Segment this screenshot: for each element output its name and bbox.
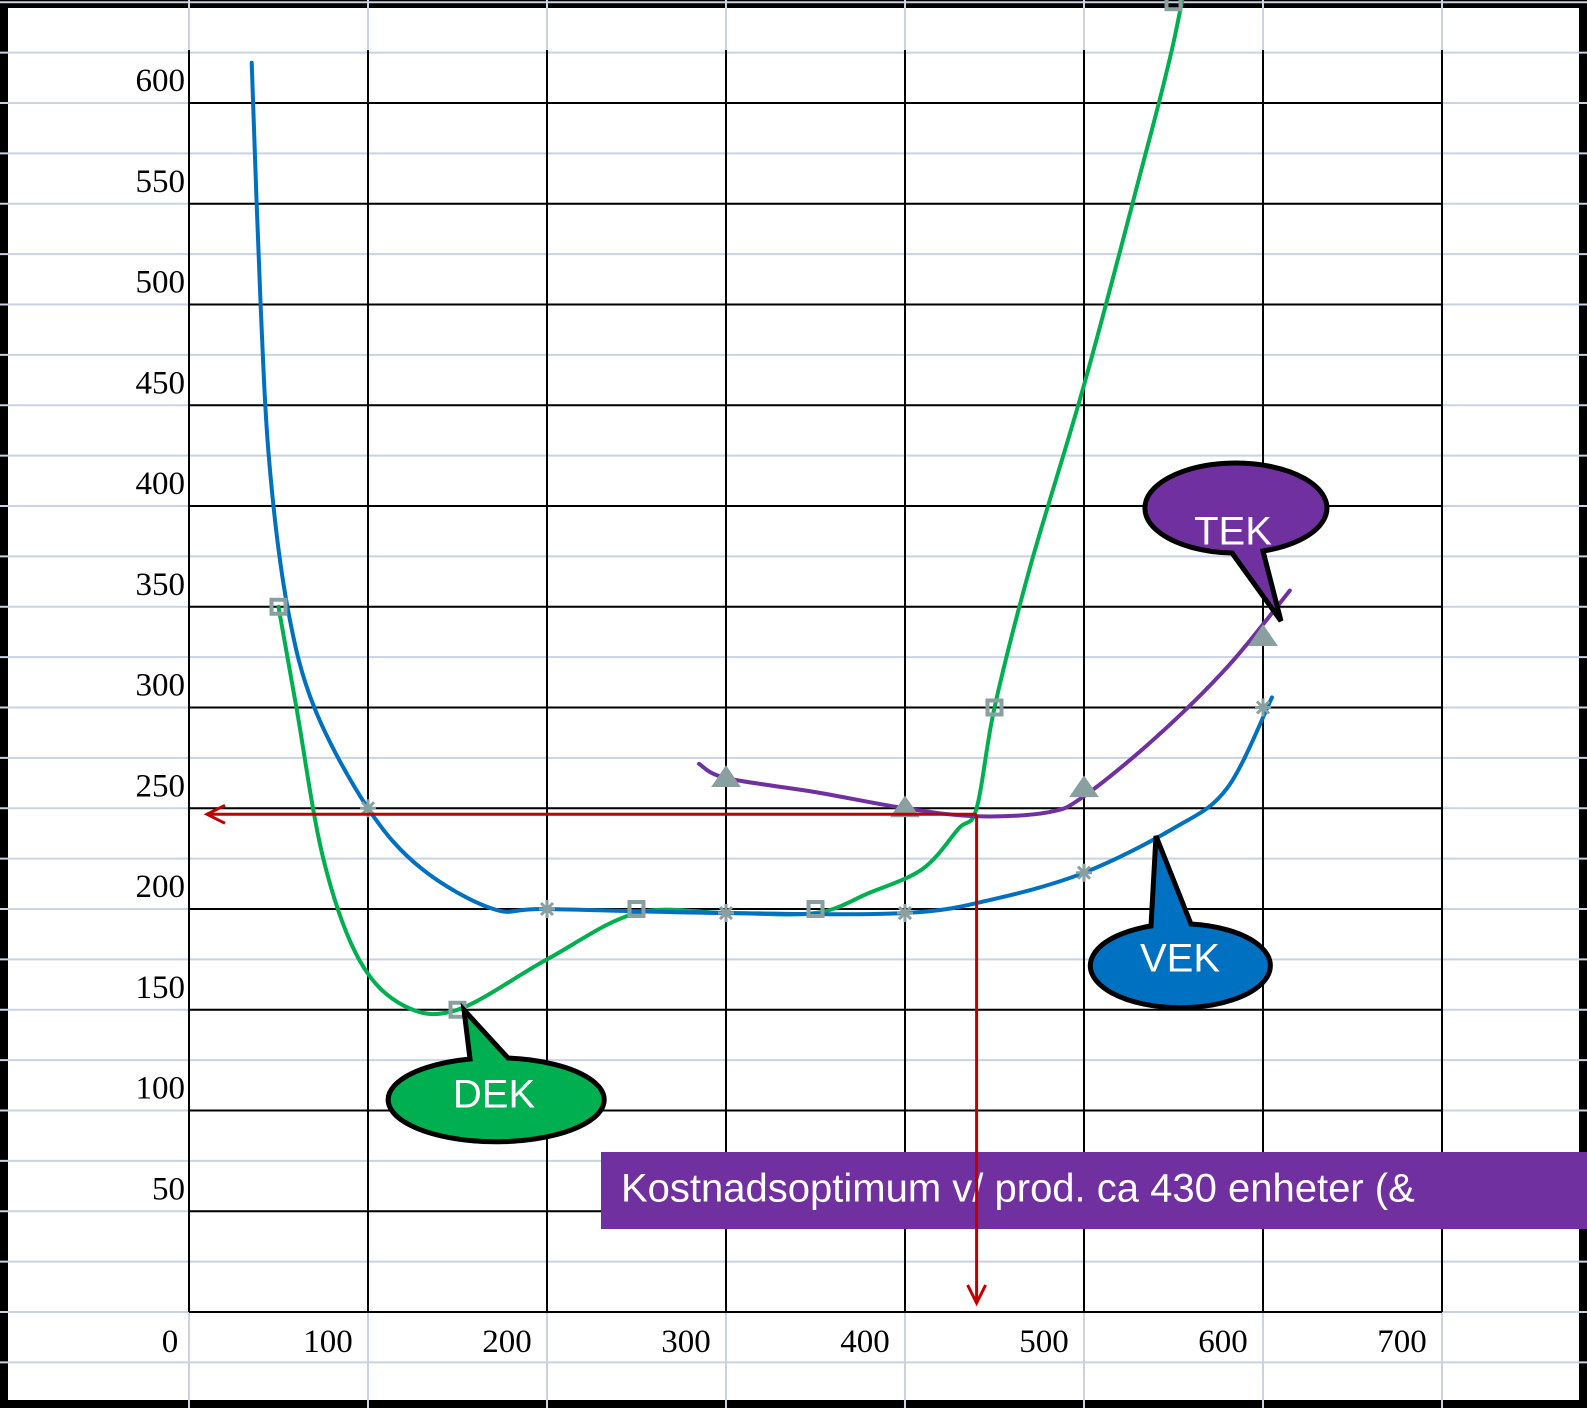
- optimum-vertical-arrow: [966, 814, 987, 1307]
- callout-tek-label: TEK: [1194, 510, 1272, 554]
- optimum-vertical-arrowhead: [966, 1284, 987, 1307]
- vek-marker: [718, 904, 734, 923]
- optimum-banner-box: [601, 1152, 1587, 1229]
- optimum-banner-text: Kostnadsoptimum v/ prod. ca 430 enheter …: [621, 1167, 1415, 1211]
- y-tick-label: 550: [136, 164, 186, 200]
- callout-tek: TEK: [1142, 460, 1330, 623]
- callout-vek-label: VEK: [1140, 937, 1220, 981]
- dek-marker: [1164, 0, 1183, 12]
- y-axis-ticks: 50 100 150 200 250 300 350 400 450 500 550 600: [136, 63, 186, 1207]
- y-tick-label: 100: [136, 1071, 186, 1107]
- y-tick-label: 350: [136, 567, 186, 603]
- tek-marker: [890, 795, 920, 818]
- vek-marker: [897, 904, 913, 923]
- x-tick-label: 100: [303, 1324, 353, 1360]
- dek-marker: [806, 900, 825, 918]
- x-tick-label: 500: [1019, 1324, 1069, 1360]
- optimum-banner: Kostnadsoptimum v/ prod. ca 430 enheter …: [601, 1152, 1587, 1229]
- x-tick-label: 300: [661, 1324, 711, 1360]
- x-axis-ticks: 0 100 200 300 400 500 600 700: [162, 1324, 1427, 1360]
- callout-vek-bubble: [1087, 835, 1273, 1011]
- dek-marker: [627, 900, 646, 918]
- dek-marker: [985, 698, 1004, 717]
- y-tick-label: 300: [136, 668, 186, 704]
- callout-dek-label: DEK: [453, 1073, 536, 1117]
- x-tick-label: 400: [840, 1324, 890, 1360]
- vek-curve: [249, 60, 1274, 917]
- y-tick-label: 250: [136, 768, 186, 804]
- vek-marker: [360, 799, 376, 818]
- tek-marker: [711, 765, 741, 788]
- dek-curve: [276, 0, 1185, 1017]
- series-markers: [269, 0, 1278, 1019]
- optimum-arrows: [203, 803, 977, 825]
- optimum-horizontal-arrowhead: [203, 803, 226, 825]
- x-tick-label: 600: [1198, 1324, 1248, 1360]
- tek-curve: [697, 588, 1292, 819]
- series-curves: [249, 0, 1292, 1017]
- y-tick-label: 50: [152, 1171, 185, 1207]
- x-tick-label: 700: [1377, 1324, 1427, 1360]
- vek-marker: [1076, 863, 1092, 882]
- y-tick-label: 500: [136, 265, 186, 301]
- tek-marker: [1248, 624, 1278, 646]
- callout-dek-bubble: [385, 1002, 607, 1145]
- tek-marker: [1069, 775, 1099, 798]
- y-tick-label: 200: [136, 869, 186, 905]
- y-tick-label: 450: [136, 365, 186, 401]
- x-tick-label: 0: [162, 1324, 179, 1360]
- vek-marker: [1255, 698, 1271, 717]
- y-tick-label: 150: [136, 970, 186, 1006]
- y-tick-label: 400: [136, 466, 186, 502]
- callout-vek: VEK: [1087, 835, 1273, 1011]
- callout-dek: DEK: [385, 1002, 607, 1145]
- callout-tek-bubble: [1142, 460, 1330, 623]
- y-tick-label: 600: [136, 63, 186, 99]
- x-tick-label: 200: [482, 1324, 532, 1360]
- vek-marker: [539, 900, 555, 918]
- dek-marker: [269, 597, 288, 616]
